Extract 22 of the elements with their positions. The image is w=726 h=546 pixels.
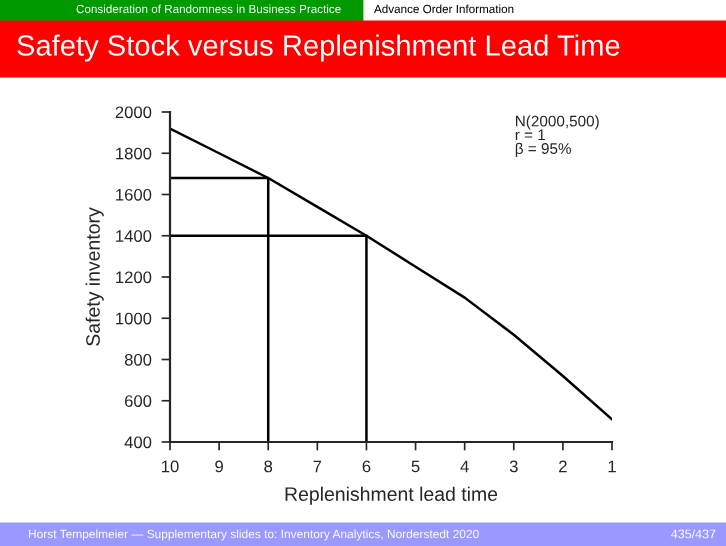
y-tick-label: 1600 (116, 188, 152, 201)
y-tick-label: 1400 (116, 230, 152, 242)
x-tick-label: 6 (362, 460, 371, 473)
y-tick-label: 1200 (116, 271, 152, 284)
y-tick-label: 1800 (116, 147, 152, 160)
y-axis-title: Safety inventory (85, 207, 104, 346)
x-tick-label: 3 (509, 460, 518, 473)
y-tick-label: 2000 (115, 106, 152, 119)
chart-title: Safety Stock versus Replenishment Lead Time (17, 34, 620, 62)
x-tick-label: 9 (215, 460, 223, 473)
y-tick-label: 800 (124, 353, 152, 366)
x-tick-label: 5 (411, 460, 420, 473)
x-tick-label: 8 (264, 460, 273, 473)
y-tick-label: 1000 (116, 312, 152, 325)
y-tick-label: 400 (124, 436, 152, 449)
x-tick-label: 2 (559, 460, 567, 473)
x-tick-label: 4 (460, 460, 469, 473)
y-tick-label: 600 (124, 395, 152, 407)
x-tick-label: 1 (608, 460, 616, 473)
x-tick-label: 10 (162, 460, 179, 473)
x-tick-label: 7 (313, 460, 322, 473)
x-axis-title: Replenishment lead time (285, 486, 498, 505)
